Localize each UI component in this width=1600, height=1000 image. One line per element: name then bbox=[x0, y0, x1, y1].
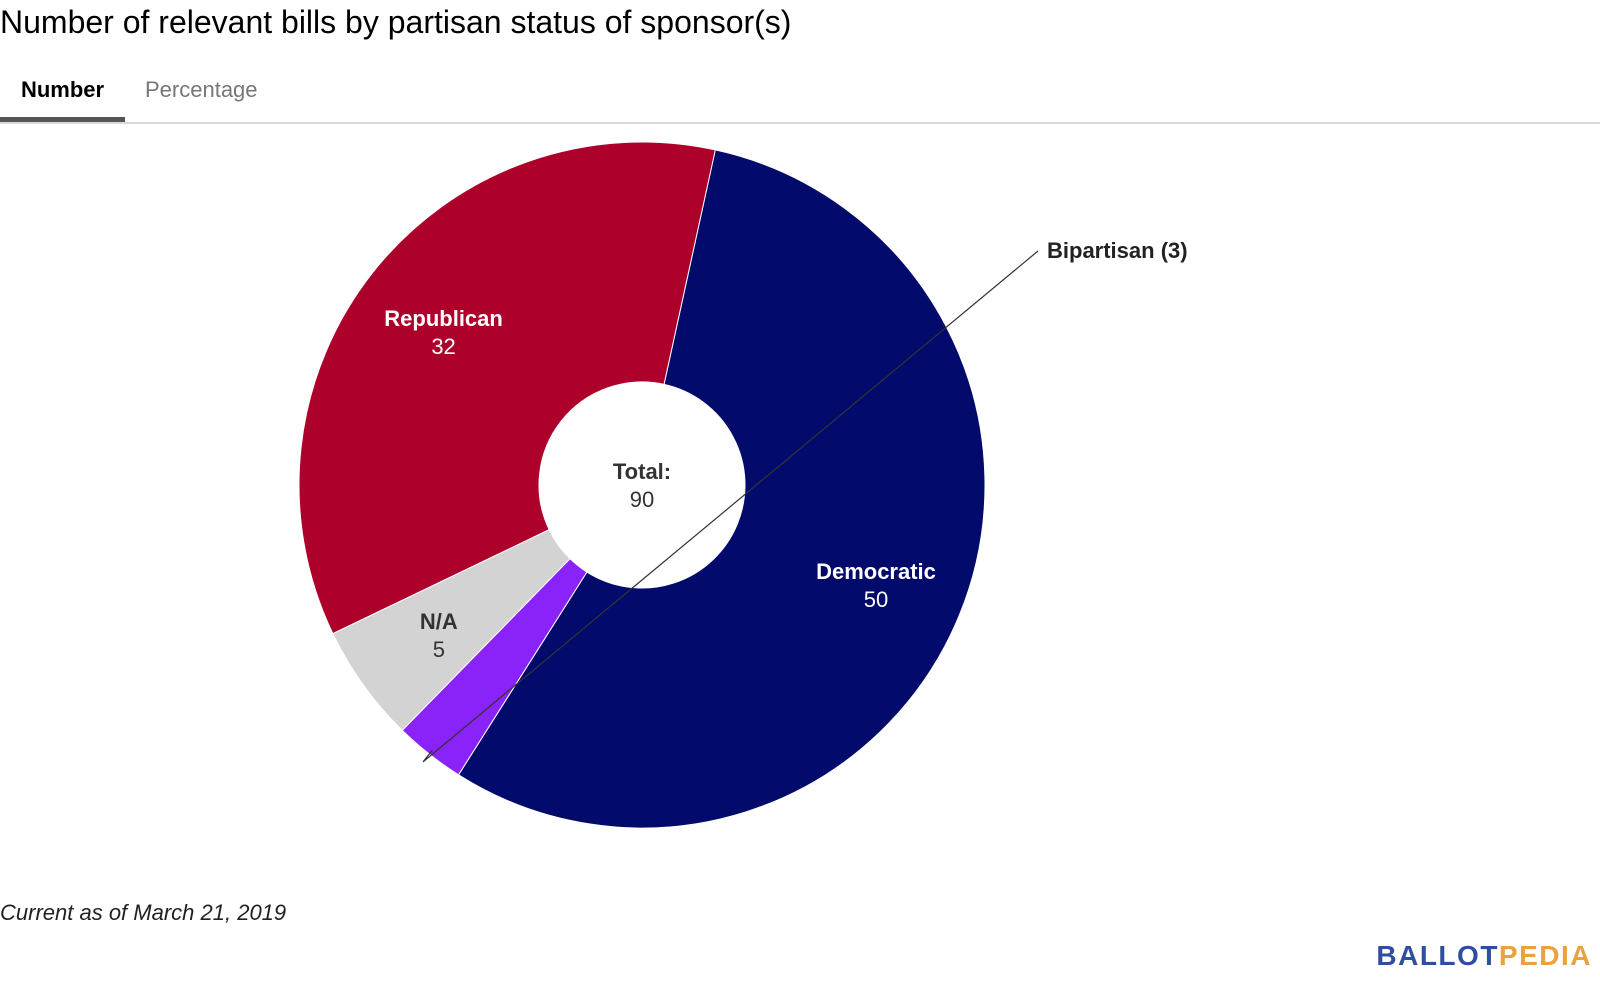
leader-line bbox=[422, 250, 1039, 763]
slice-label-value: 5 bbox=[433, 637, 445, 662]
ballotpedia-logo: BALLOTPEDIA bbox=[1376, 940, 1592, 972]
view-tabs: Number Percentage bbox=[0, 70, 1600, 124]
labels-group: Democratic 50 Bipartisan (3) N/A 5 Republican… bbox=[384, 238, 1188, 763]
slice-label-name: Democratic bbox=[816, 559, 936, 584]
logo-part-ballot: BALLOT bbox=[1376, 940, 1499, 971]
slice-republican[interactable] bbox=[298, 141, 716, 635]
center-total-label: Total: bbox=[613, 459, 671, 484]
logo-part-pedia: PEDIA bbox=[1498, 940, 1592, 971]
slice-label-name: N/A bbox=[420, 609, 458, 634]
slice-democratic[interactable] bbox=[457, 149, 986, 829]
tab-number[interactable]: Number bbox=[0, 70, 125, 122]
slice-label-name: Republican bbox=[384, 306, 503, 331]
slice-outside-label: Bipartisan (3) bbox=[1047, 238, 1188, 263]
donut-chart: Democratic 50 Bipartisan (3) N/A 5 Republican… bbox=[298, 141, 1188, 829]
date-note: Current as of March 21, 2019 bbox=[0, 900, 287, 925]
tab-percentage[interactable]: Percentage bbox=[145, 77, 258, 102]
slice-label-value: 32 bbox=[431, 334, 455, 359]
center-total-value: 90 bbox=[630, 487, 654, 512]
slices-group bbox=[298, 141, 986, 829]
slice-label-value: 50 bbox=[864, 587, 888, 612]
chart-title: Number of relevant bills by partisan sta… bbox=[0, 4, 792, 40]
